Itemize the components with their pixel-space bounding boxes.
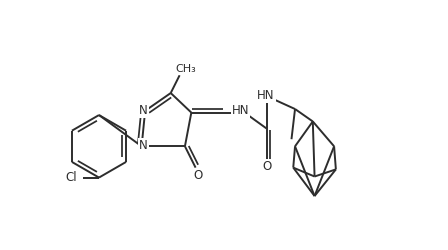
Text: HN: HN [232,104,249,117]
Text: O: O [263,160,272,173]
Text: N: N [139,139,148,152]
Text: O: O [194,169,203,182]
Text: N: N [139,104,148,117]
Text: HN: HN [257,89,275,102]
Text: CH₃: CH₃ [176,64,196,74]
Text: Cl: Cl [65,171,77,184]
